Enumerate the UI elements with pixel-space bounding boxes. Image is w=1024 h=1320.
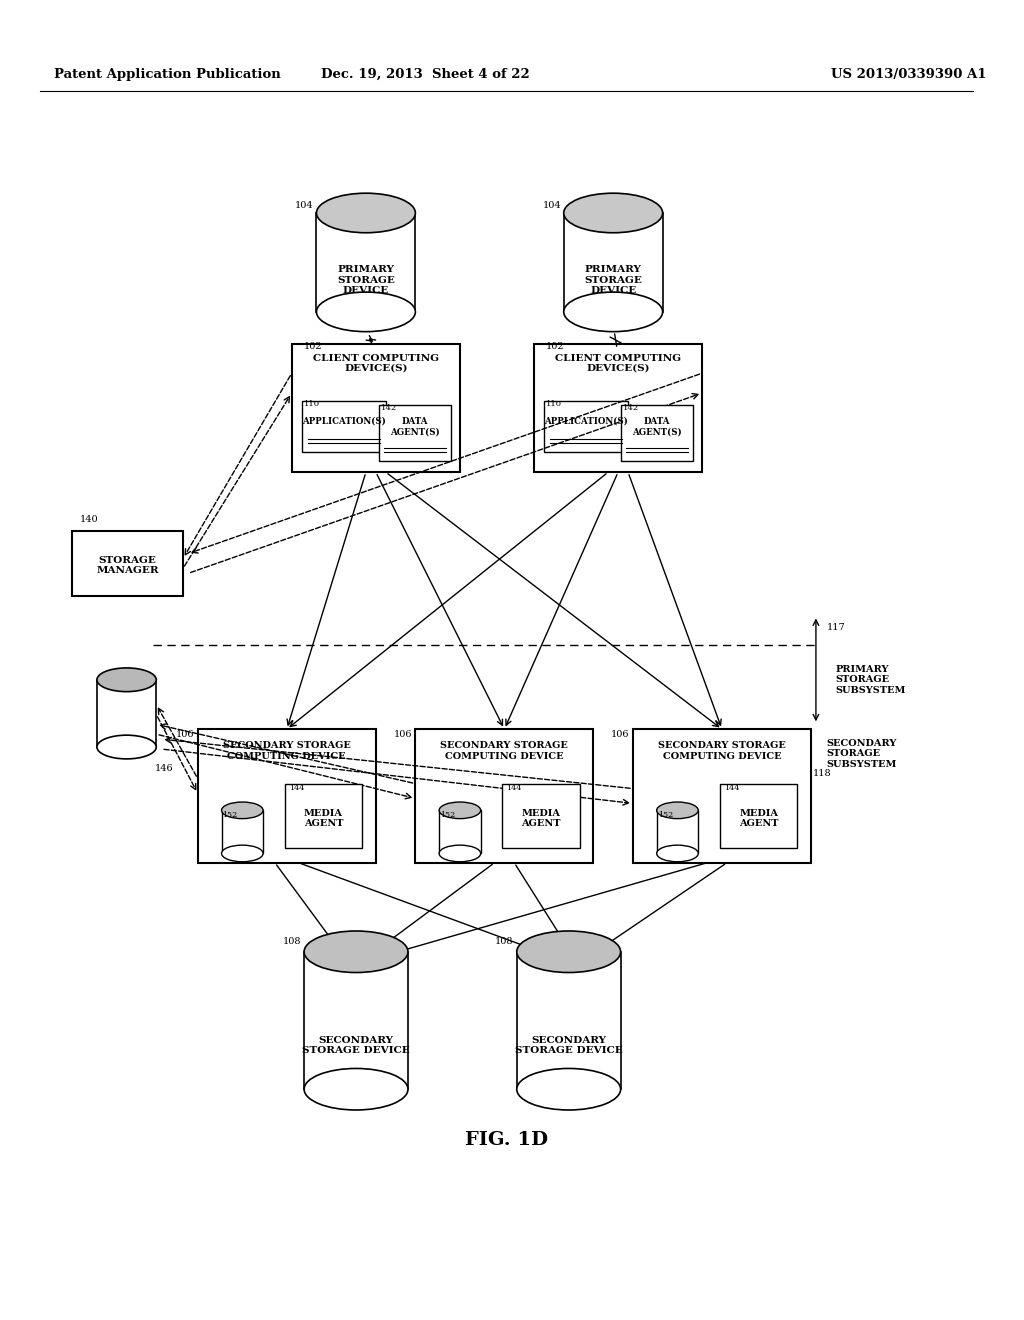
Text: 142: 142 (381, 404, 397, 412)
Text: 108: 108 (496, 937, 514, 946)
Ellipse shape (517, 931, 621, 973)
Ellipse shape (439, 803, 480, 818)
Text: 102: 102 (546, 342, 564, 351)
Text: Patent Application Publication: Patent Application Publication (54, 69, 282, 81)
Text: 144: 144 (289, 784, 304, 792)
Ellipse shape (97, 668, 157, 692)
Ellipse shape (564, 193, 663, 232)
Text: STORAGE
MANAGER: STORAGE MANAGER (96, 556, 159, 576)
Text: US 2013/0339390 A1: US 2013/0339390 A1 (830, 69, 986, 81)
Bar (316, 213, 416, 312)
Bar (544, 401, 628, 453)
Bar (285, 784, 361, 847)
Text: SECONDARY STORAGE
COMPUTING DEVICE: SECONDARY STORAGE COMPUTING DEVICE (440, 742, 568, 760)
Bar (656, 810, 698, 854)
Text: SECONDARY
STORAGE
SUBSYSTEM: SECONDARY STORAGE SUBSYSTEM (826, 739, 897, 768)
Text: MEDIA
AGENT: MEDIA AGENT (304, 809, 343, 829)
Text: Dec. 19, 2013  Sheet 4 of 22: Dec. 19, 2013 Sheet 4 of 22 (321, 69, 529, 81)
Bar (517, 952, 621, 1089)
Bar (503, 784, 580, 847)
Ellipse shape (439, 845, 480, 862)
Ellipse shape (564, 292, 663, 331)
Text: 144: 144 (507, 784, 522, 792)
Text: 110: 110 (304, 400, 319, 408)
Text: CLIENT COMPUTING
DEVICE(S): CLIENT COMPUTING DEVICE(S) (555, 354, 681, 374)
Text: 144: 144 (724, 784, 739, 792)
Ellipse shape (656, 845, 698, 862)
Text: DATA
AGENT(S): DATA AGENT(S) (632, 417, 682, 437)
Text: 152: 152 (440, 812, 456, 820)
Text: 104: 104 (295, 201, 314, 210)
Text: SECONDARY
STORAGE DEVICE: SECONDARY STORAGE DEVICE (515, 1036, 623, 1056)
Text: 106: 106 (611, 730, 630, 739)
Text: CLIENT COMPUTING
DEVICE(S): CLIENT COMPUTING DEVICE(S) (312, 354, 439, 374)
Ellipse shape (221, 803, 263, 818)
Text: APPLICATION(S): APPLICATION(S) (544, 416, 628, 425)
Text: SECONDARY
STORAGE DEVICE: SECONDARY STORAGE DEVICE (302, 1036, 410, 1056)
Text: MEDIA
AGENT: MEDIA AGENT (738, 809, 778, 829)
Bar (622, 405, 693, 461)
Bar (633, 729, 811, 863)
Bar (439, 810, 480, 854)
Text: PRIMARY
STORAGE
SUBSYSTEM: PRIMARY STORAGE SUBSYSTEM (836, 665, 906, 694)
Bar (720, 784, 797, 847)
Text: 106: 106 (393, 730, 412, 739)
Text: DATA
AGENT(S): DATA AGENT(S) (390, 417, 439, 437)
Text: APPLICATION(S): APPLICATION(S) (302, 416, 386, 425)
Bar (97, 680, 157, 747)
Bar (198, 729, 376, 863)
Bar (379, 405, 451, 461)
Text: 106: 106 (176, 730, 195, 739)
Bar (564, 213, 663, 312)
Ellipse shape (304, 931, 408, 973)
Text: 140: 140 (80, 515, 98, 524)
Text: 117: 117 (826, 623, 846, 632)
Ellipse shape (316, 292, 416, 331)
Bar (304, 952, 408, 1089)
Text: 146: 146 (155, 764, 173, 774)
Text: 152: 152 (657, 812, 673, 820)
Ellipse shape (517, 1068, 621, 1110)
Ellipse shape (316, 193, 416, 232)
Text: 142: 142 (623, 404, 639, 412)
Text: MEDIA
AGENT: MEDIA AGENT (521, 809, 561, 829)
Bar (302, 401, 386, 453)
Ellipse shape (97, 735, 157, 759)
Ellipse shape (221, 845, 263, 862)
Ellipse shape (304, 1068, 408, 1110)
Ellipse shape (656, 803, 698, 818)
Bar (416, 729, 593, 863)
Text: PRIMARY
STORAGE
DEVICE: PRIMARY STORAGE DEVICE (337, 265, 395, 296)
Text: PRIMARY
STORAGE
DEVICE: PRIMARY STORAGE DEVICE (585, 265, 642, 296)
Text: 102: 102 (304, 342, 323, 351)
Text: 104: 104 (543, 201, 561, 210)
Bar (221, 810, 263, 854)
Text: 152: 152 (222, 812, 238, 820)
Text: 108: 108 (283, 937, 301, 946)
Bar (535, 343, 702, 473)
Text: SECONDARY STORAGE
COMPUTING DEVICE: SECONDARY STORAGE COMPUTING DEVICE (223, 742, 351, 760)
Text: FIG. 1D: FIG. 1D (465, 1131, 548, 1148)
Text: SECONDARY STORAGE
COMPUTING DEVICE: SECONDARY STORAGE COMPUTING DEVICE (658, 742, 785, 760)
Bar (73, 532, 183, 595)
Bar (292, 343, 460, 473)
Text: 118: 118 (813, 770, 831, 779)
Text: 110: 110 (546, 400, 562, 408)
